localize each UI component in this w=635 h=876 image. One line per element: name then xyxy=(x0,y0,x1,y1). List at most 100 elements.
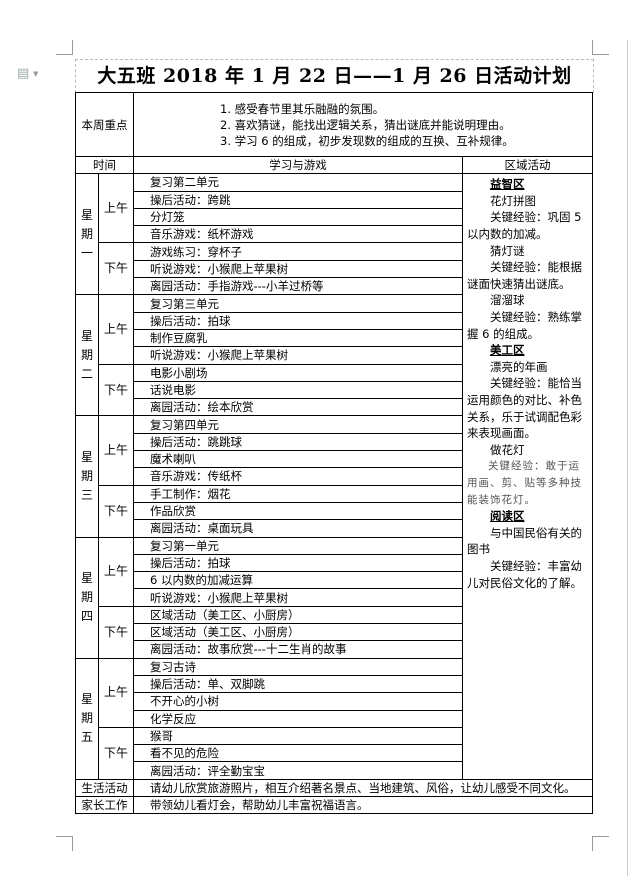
activity-cell: 复习第二单元 xyxy=(133,173,463,192)
schedule-row: 星期一 上午 复习第二单元 益智区 花灯拼图 关键经验：巩固 5 以内数的加减。 猜灯谜 关键… xyxy=(75,173,594,780)
parent-row: 家长工作 带领幼儿看灯会，帮助幼儿丰富祝福语言。 xyxy=(75,795,594,815)
activity-cell: 区域活动（美工区、小厨房） xyxy=(133,605,463,625)
activity-cell: 离园活动：故事欣赏---十二生肖的故事 xyxy=(133,640,463,659)
region-text: 关键经验：能根据谜面快速猜出谜底。 xyxy=(467,260,582,291)
region-heading: 阅读区 xyxy=(490,509,525,524)
page-title: 大五班 2018 年 1 月 22 日——1 月 26 日活动计划 xyxy=(75,59,594,93)
activity-cell: 电影小剧场 xyxy=(133,363,463,382)
activity-cell: 复习第三单元 xyxy=(133,294,463,313)
morning-label: 上午 xyxy=(98,294,134,365)
activity-plan-table: 本周重点 1. 感受春节里其乐融融的氛围。 2. 喜欢猜谜，能找出逻辑关系，猜出… xyxy=(75,92,594,815)
life-text: 请幼儿欣赏旅游照片，相互介绍著名景点、当地建筑、风俗，让幼儿感受不同文化。 xyxy=(132,778,594,797)
life-label: 生活活动 xyxy=(75,778,134,797)
activity-cell: 操后活动：单、双脚跳 xyxy=(133,674,463,694)
focus-item: 1. 感受春节里其乐融融的氛围。 xyxy=(220,101,385,116)
region-text: 花灯拼图 xyxy=(490,193,536,208)
page-corner-mark xyxy=(592,836,609,851)
day-label: 星期五 xyxy=(75,657,99,780)
activity-cell: 离园活动：手指游戏---小羊过桥等 xyxy=(133,277,463,296)
activity-cell: 区域活动（美工区、小厨房） xyxy=(133,623,463,642)
schedule-row: 下午 手工制作：烟花 xyxy=(76,484,593,538)
activity-cell: 离园活动：绘本欣赏 xyxy=(133,398,463,417)
activity-cell: 音乐游戏：纸杯游戏 xyxy=(133,225,463,244)
activity-cell: 手工制作：烟花 xyxy=(133,484,463,503)
region-text: 做花灯 xyxy=(490,442,525,457)
activity-cell: 听说游戏：小猴爬上苹果树 xyxy=(133,588,463,607)
region-text: 猜灯谜 xyxy=(490,243,525,258)
schedule-row: 下午 电影小剧场 xyxy=(76,363,593,417)
day-label: 星期三 xyxy=(75,415,99,538)
day-label: 星期二 xyxy=(75,294,99,417)
afternoon-label: 下午 xyxy=(98,726,134,780)
focus-row: 本周重点 1. 感受春节里其乐融融的氛围。 2. 喜欢猜谜，能找出逻辑关系，猜出… xyxy=(75,92,594,157)
activity-cell: 猴哥 xyxy=(133,726,463,746)
region-activities: 益智区 花灯拼图关键经验：巩固 5 以内数的加减。 猜灯谜关键经验：能根据谜面快速猜… xyxy=(461,173,594,780)
page-corner-mark xyxy=(56,836,73,851)
activity-cell: 魔术喇叭 xyxy=(133,450,463,469)
afternoon-label: 下午 xyxy=(98,242,134,296)
activity-cell: 操后活动：跳跳球 xyxy=(133,432,463,452)
activity-cell: 听说游戏：小猴爬上苹果树 xyxy=(133,346,463,365)
region-text: 溜溜球 xyxy=(490,293,525,308)
region-text: 漂亮的年画 xyxy=(490,359,548,374)
page-corner-mark xyxy=(592,40,609,55)
region-text: 关键经验：丰富幼儿对民俗文化的了解。 xyxy=(467,558,582,590)
activity-cell: 复习第一单元 xyxy=(133,536,463,555)
activity-cell: 听说游戏：小猴爬上苹果树 xyxy=(133,259,463,279)
region-text: 与中国民俗有关的图书 xyxy=(467,525,582,557)
activity-cell: 复习第四单元 xyxy=(133,415,463,434)
activity-cell: 操后活动：拍球 xyxy=(133,311,463,330)
activity-cell: 操后活动：拍球 xyxy=(133,553,463,573)
activity-cell: 看不见的危险 xyxy=(133,744,463,763)
activity-cell: 离园活动：评全勤宝宝 xyxy=(133,761,463,780)
header-learning: 学习与游戏 xyxy=(133,155,463,175)
activity-cell: 分灯笼 xyxy=(133,207,463,227)
afternoon-label: 下午 xyxy=(98,484,134,538)
day-label: 星期四 xyxy=(75,536,99,659)
scrollbar-edge xyxy=(627,40,628,876)
morning-label: 上午 xyxy=(98,173,134,244)
region-heading: 益智区 xyxy=(490,177,525,192)
schedule-row: 听说游戏：小猴爬上苹果树 xyxy=(76,259,593,279)
schedule-row: 星期二 上午 复习第三单元 xyxy=(75,294,593,417)
day-label: 星期一 xyxy=(75,173,99,296)
activity-cell: 话说电影 xyxy=(133,380,463,400)
page-corner-mark xyxy=(56,40,73,55)
afternoon-label: 下午 xyxy=(98,363,134,417)
chevron-down-icon[interactable]: ▼ xyxy=(33,70,39,78)
activity-cell: 复习古诗 xyxy=(133,657,463,676)
focus-label: 本周重点 xyxy=(75,92,134,157)
focus-item: 2. 喜欢猜谜，能找出逻辑关系，猜出谜底并能说明理由。 xyxy=(220,117,511,132)
activity-cell: 制作豆腐乳 xyxy=(133,328,463,348)
activity-cell: 作品欣赏 xyxy=(133,501,463,521)
region-text: 关键经验：熟练掌握 6 的组成。 xyxy=(467,310,582,341)
parent-text: 带领幼儿看灯会，帮助幼儿丰富祝福语言。 xyxy=(132,795,594,815)
region-text: 关键经验：敢于运用画、剪、贴等多种技能装饰花灯。 xyxy=(467,460,582,506)
parent-label: 家长工作 xyxy=(75,795,134,815)
life-row: 生活活动 请幼儿欣赏旅游照片，相互介绍著名景点、当地建筑、风俗，让幼儿感受不同文化… xyxy=(75,778,594,797)
activity-cell: 音乐游戏：传纸杯 xyxy=(133,467,463,486)
schedule-row: 作品欣赏 xyxy=(76,501,593,521)
schedule-row: 6 以内数的加减运算 xyxy=(76,571,593,590)
schedule-row: 下午 游戏练习：穿杯子 xyxy=(76,242,593,296)
header-region: 区域活动 xyxy=(461,155,594,175)
header-row: 时间 学习与游戏 区域活动 xyxy=(75,155,594,175)
region-text: 关键经验：巩固 5 以内数的加减。 xyxy=(467,210,582,242)
region-heading: 美工区 xyxy=(490,343,525,358)
region-text: 关键经验：能恰当运用颜色的对比、补色关系，乐于试调配色彩来表现画面。 xyxy=(467,376,582,441)
focus-item: 3. 学习 6 的组成，初步发现数的组成的互换、互补规律。 xyxy=(220,133,514,148)
schedule-row: 下午 区域活动（美工区、小厨房） xyxy=(76,605,593,659)
afternoon-label: 下午 xyxy=(98,605,134,659)
activity-cell: 离园活动：桌面玩具 xyxy=(133,519,463,538)
document-icon[interactable]: ▤ xyxy=(17,66,30,81)
header-time: 时间 xyxy=(75,155,134,175)
schedule-row: 星期五 上午 复习古诗 xyxy=(75,657,593,780)
morning-label: 上午 xyxy=(98,657,134,728)
focus-content: 1. 感受春节里其乐融融的氛围。 2. 喜欢猜谜，能找出逻辑关系，猜出谜底并能说… xyxy=(132,92,594,157)
activity-cell: 游戏练习：穿杯子 xyxy=(133,242,463,261)
activity-cell: 操后活动：跨跳 xyxy=(133,190,463,209)
activity-cell: 化学反应 xyxy=(133,709,463,728)
schedule-row: 离园活动：桌面玩具 xyxy=(76,519,593,538)
morning-label: 上午 xyxy=(98,415,134,486)
morning-label: 上午 xyxy=(98,536,134,607)
